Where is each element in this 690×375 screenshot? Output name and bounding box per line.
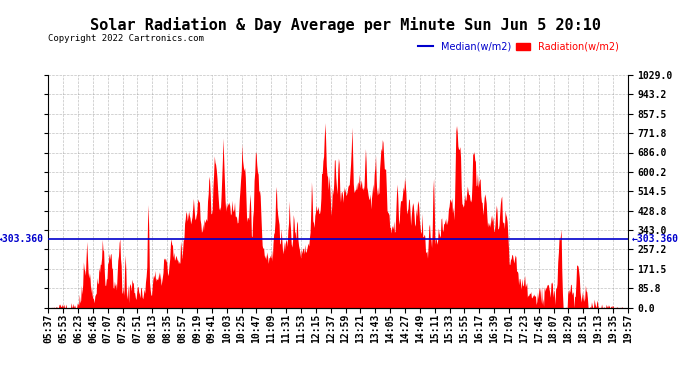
Text: ←303.360: ←303.360 — [632, 234, 679, 244]
Text: →303.360: →303.360 — [0, 234, 44, 244]
Text: Solar Radiation & Day Average per Minute Sun Jun 5 20:10: Solar Radiation & Day Average per Minute… — [90, 17, 600, 33]
Text: Copyright 2022 Cartronics.com: Copyright 2022 Cartronics.com — [48, 34, 204, 43]
Legend: Median(w/m2), Radiation(w/m2): Median(w/m2), Radiation(w/m2) — [415, 38, 623, 56]
